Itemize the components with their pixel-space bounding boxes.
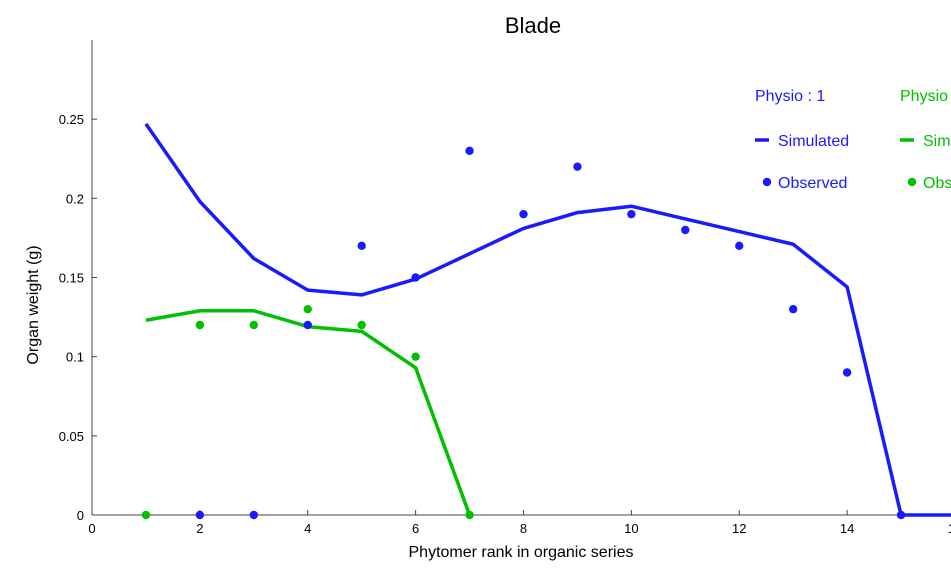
y-tick-label: 0.1 xyxy=(66,350,84,365)
simulated-line-1 xyxy=(144,122,951,517)
x-tick-label: 0 xyxy=(88,521,95,536)
legend-simulated-label-2: Sim xyxy=(923,133,951,150)
x-tick-label: 16 xyxy=(948,521,951,536)
x-tick-label: 8 xyxy=(520,521,527,536)
observed-point-1 xyxy=(681,225,690,235)
y-tick-label: 0.05 xyxy=(59,429,84,444)
tick-labels: 0 2 4 6 8 10 12 14 16 0 0.05 0.1 0.15 0.2 0.25 xyxy=(59,112,951,536)
x-tick-label: 2 xyxy=(196,521,203,536)
observed-point-1 xyxy=(303,320,312,330)
y-axis-label: Organ weight (g) xyxy=(25,245,42,364)
simulated-line-2 xyxy=(145,309,472,516)
x-tick-label: 14 xyxy=(840,521,854,536)
legend-dot-swatch-1 xyxy=(762,177,772,187)
x-axis-label: Phytomer rank in organic series xyxy=(409,544,634,561)
axes xyxy=(91,40,951,516)
observed-point-1 xyxy=(249,510,259,520)
observed-point-2 xyxy=(141,510,151,520)
x-tick-label: 6 xyxy=(412,521,419,536)
x-tick-label: 10 xyxy=(624,521,638,536)
legend-header-2: Physio xyxy=(900,88,948,105)
observed-point-2 xyxy=(357,320,366,330)
observed-point-2 xyxy=(195,320,205,330)
y-tick-label: 0.2 xyxy=(66,191,84,206)
y-tick-label: 0 xyxy=(77,508,84,523)
legend-dot-swatch-2 xyxy=(907,177,917,187)
observed-point-1 xyxy=(519,209,528,219)
y-tick-label: 0.25 xyxy=(59,112,84,127)
x-tick-label: 12 xyxy=(732,521,746,536)
observed-point-1 xyxy=(573,162,582,171)
observed-point-2 xyxy=(303,304,312,314)
x-tick-label: 4 xyxy=(304,521,311,536)
observed-point-2 xyxy=(411,352,420,361)
observed-point-1 xyxy=(788,304,798,314)
observed-point-1 xyxy=(896,510,906,520)
observed-point-1 xyxy=(627,209,636,219)
legend: Physio : 1 Simulated Observed Physio Sim Obs xyxy=(755,88,951,192)
observed-point-1 xyxy=(465,146,474,156)
observed-point-2 xyxy=(465,510,474,520)
observed-point-1 xyxy=(842,368,852,377)
observed-point-2 xyxy=(249,320,259,330)
observed-point-1 xyxy=(735,241,744,251)
legend-observed-label-2: Obs xyxy=(923,175,951,192)
legend-simulated-label-1: Simulated xyxy=(778,133,849,150)
observed-point-1 xyxy=(411,273,420,282)
chart-title: Blade xyxy=(505,13,561,38)
observed-point-1 xyxy=(357,241,366,251)
y-tick-label: 0.15 xyxy=(59,271,84,286)
legend-header-1: Physio : 1 xyxy=(755,88,825,105)
legend-observed-label-1: Observed xyxy=(778,175,847,192)
plot-area xyxy=(141,122,951,520)
observed-point-1 xyxy=(195,510,205,520)
